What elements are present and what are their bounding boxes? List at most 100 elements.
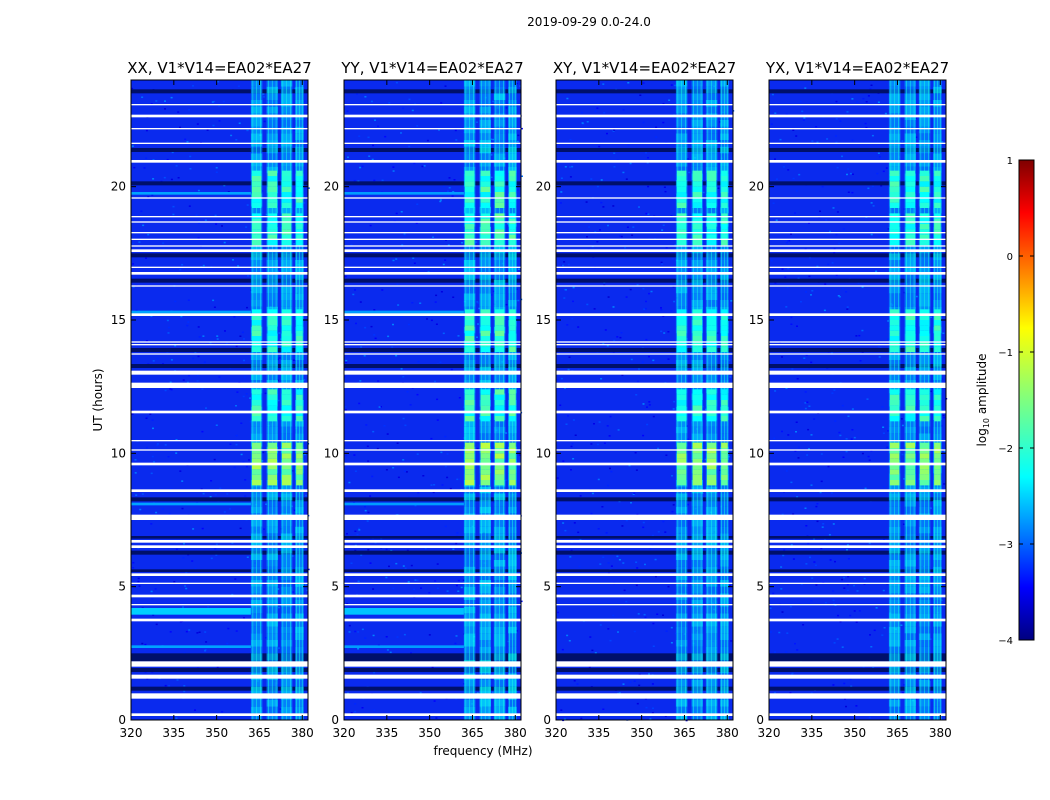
rfi-bright-cell — [721, 458, 728, 464]
noise-pixel — [610, 470, 613, 473]
rfi-bright-cell — [267, 394, 278, 400]
noise-pixel — [774, 651, 776, 653]
noise-pixel — [237, 85, 240, 87]
noise-pixel — [882, 426, 885, 428]
noise-pixel — [392, 587, 395, 590]
noise-pixel — [353, 179, 356, 182]
rfi-bright-cell — [509, 453, 516, 459]
noise-pixel — [825, 219, 828, 221]
flagged-gap — [769, 344, 946, 346]
y-tick-label: 20 — [536, 180, 551, 194]
rfi-bright-cell — [676, 325, 687, 331]
rfi-bright-cell — [706, 464, 717, 470]
noise-pixel — [839, 120, 842, 122]
noise-pixel — [881, 634, 884, 636]
noise-pixel — [569, 166, 571, 168]
noise-pixel — [277, 588, 280, 590]
low-freq-band — [131, 192, 251, 195]
noise-pixel — [400, 211, 403, 213]
noise-pixel — [808, 222, 810, 224]
rfi-bright-cell — [706, 309, 717, 315]
rfi-bright-cell — [464, 202, 475, 208]
dark-row — [131, 497, 308, 502]
noise-pixel — [215, 424, 218, 426]
noise-pixel — [435, 718, 438, 721]
noise-pixel — [164, 684, 167, 687]
noise-pixel — [455, 139, 458, 141]
noise-pixel — [662, 614, 664, 616]
noise-pixel — [477, 302, 480, 304]
noise-pixel — [847, 558, 850, 560]
noise-pixel — [597, 528, 600, 530]
noise-pixel — [807, 428, 810, 431]
noise-pixel — [161, 507, 164, 510]
noise-pixel — [149, 413, 152, 415]
noise-pixel — [622, 109, 625, 111]
noise-pixel — [231, 542, 234, 544]
noise-pixel — [771, 93, 774, 96]
noise-pixel — [218, 376, 221, 378]
noise-pixel — [420, 587, 422, 589]
noise-pixel — [186, 381, 189, 384]
noise-pixel — [573, 522, 576, 524]
rfi-bright-cell — [905, 325, 916, 331]
noise-pixel — [174, 344, 177, 347]
noise-pixel — [784, 276, 787, 278]
noise-pixel — [792, 177, 795, 180]
rfi-bright-cell — [919, 416, 930, 422]
rfi-bright-cell — [919, 464, 930, 470]
noise-pixel — [901, 692, 904, 694]
noise-pixel — [806, 454, 809, 456]
noise-pixel — [227, 627, 230, 630]
rfi-bright-cell — [251, 224, 262, 230]
rfi-bright-cell — [676, 181, 687, 187]
noise-pixel — [505, 479, 508, 481]
noise-pixel — [620, 332, 623, 334]
rfi-bright-cell — [251, 400, 262, 406]
rfi-bright-cell — [919, 400, 930, 406]
noise-pixel — [728, 455, 730, 458]
flagged-gap — [769, 353, 946, 355]
noise-pixel — [586, 303, 589, 306]
flagged-gap — [556, 462, 733, 466]
flagged-gap — [769, 545, 946, 548]
noise-pixel — [869, 634, 871, 636]
rfi-bright-cell — [480, 325, 491, 331]
noise-pixel — [635, 469, 638, 471]
rfi-bright-cell — [919, 469, 930, 475]
noise-pixel — [642, 121, 645, 124]
flagged-gap — [344, 266, 521, 268]
rfi-bright-cell — [692, 186, 703, 192]
noise-pixel — [861, 286, 864, 288]
noise-pixel — [648, 673, 650, 675]
flagged-gap — [131, 221, 308, 223]
noise-pixel — [186, 324, 189, 327]
noise-pixel — [166, 319, 169, 322]
dark-row — [556, 148, 733, 152]
noise-pixel — [216, 666, 219, 668]
noise-pixel — [145, 129, 148, 132]
noise-pixel — [170, 178, 173, 181]
dark-row — [131, 536, 308, 539]
noise-pixel — [884, 112, 887, 115]
noise-pixel — [830, 352, 833, 354]
noise-pixel — [667, 331, 670, 333]
noise-pixel — [492, 138, 495, 141]
rfi-bright-cell — [905, 320, 916, 326]
y-tick-label: 15 — [324, 313, 339, 327]
noise-pixel — [792, 558, 795, 560]
rfi-bright-cell — [464, 464, 475, 470]
flagged-gap — [556, 540, 733, 543]
rfi-bright-cell — [905, 346, 916, 352]
flagged-gap — [344, 540, 521, 543]
noise-pixel — [663, 332, 666, 334]
noise-pixel — [832, 207, 835, 209]
dark-row — [769, 148, 946, 152]
rfi-bright-cell — [676, 394, 687, 400]
noise-pixel — [243, 359, 245, 362]
rfi-bright-cell — [934, 314, 941, 320]
flagged-gap — [344, 693, 521, 699]
noise-pixel — [367, 460, 370, 462]
noise-pixel — [400, 132, 402, 134]
noise-pixel — [581, 122, 584, 124]
